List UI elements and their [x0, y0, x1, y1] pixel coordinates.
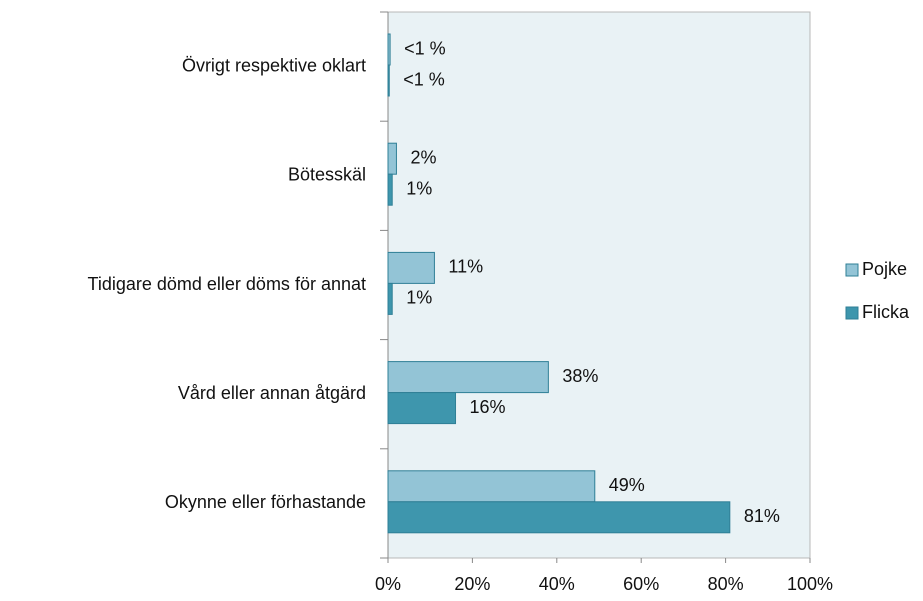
legend-swatch	[845, 306, 859, 320]
bar	[387, 251, 435, 284]
value-label: 11%	[448, 257, 483, 277]
legend-label: Pojke	[862, 259, 907, 279]
bar	[387, 64, 390, 97]
category-label: Övrigt respektive oklart	[182, 55, 366, 75]
category-label: Tidigare dömd eller döms för annat	[88, 274, 366, 294]
category-label: Bötesskäl	[288, 165, 366, 185]
bar	[387, 282, 393, 315]
bar	[387, 361, 549, 394]
bar	[387, 501, 731, 534]
x-tick-label: 40%	[539, 574, 575, 594]
category-label: Okynne eller förhastande	[165, 492, 366, 512]
value-label: 16%	[470, 397, 506, 417]
x-tick-label: 60%	[623, 574, 659, 594]
legend-label: Flicka	[862, 302, 910, 322]
bar	[387, 470, 596, 503]
value-label: 81%	[744, 506, 780, 526]
plot-area	[387, 11, 811, 559]
value-label: 49%	[609, 475, 645, 495]
bar	[387, 33, 391, 66]
category-label: Vård eller annan åtgärd	[178, 383, 366, 403]
x-tick-label: 80%	[708, 574, 744, 594]
legend-swatch	[845, 263, 859, 277]
bar	[387, 142, 397, 175]
x-tick-label: 100%	[787, 574, 833, 594]
value-label: 1%	[406, 178, 432, 198]
bar	[387, 392, 457, 425]
bar	[387, 173, 393, 206]
value-label: <1 %	[403, 69, 445, 89]
value-label: 2%	[410, 147, 436, 167]
value-label: 38%	[562, 366, 598, 386]
x-tick-label: 20%	[454, 574, 490, 594]
value-label: 1%	[406, 288, 432, 308]
value-label: <1 %	[404, 38, 446, 58]
x-tick-label: 0%	[375, 574, 401, 594]
